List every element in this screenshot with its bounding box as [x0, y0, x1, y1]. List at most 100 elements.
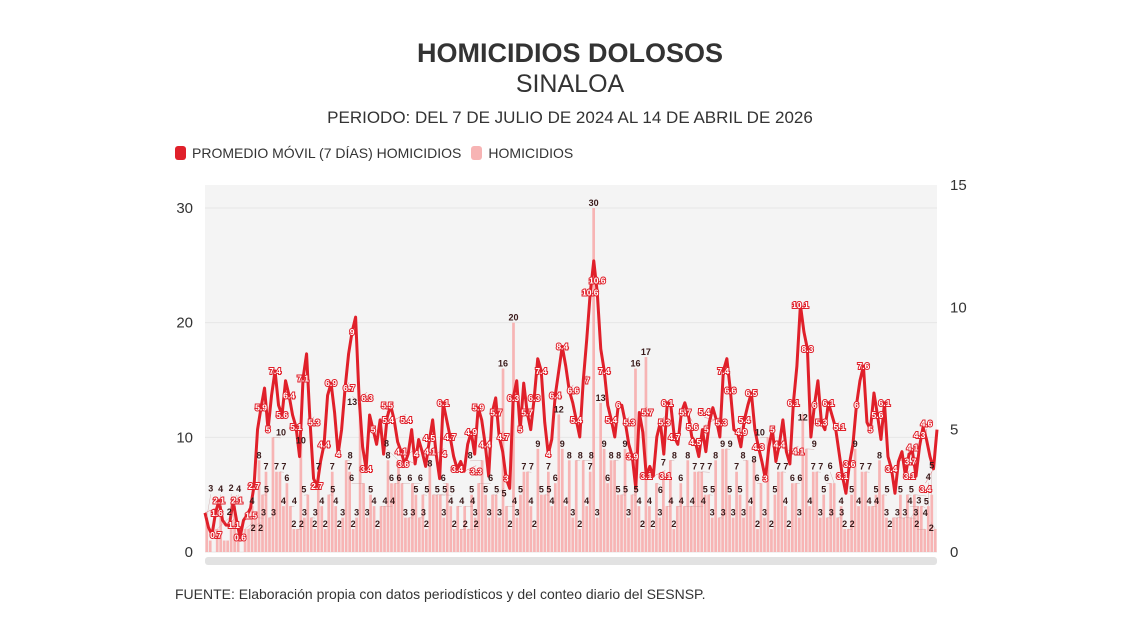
- bar: [205, 517, 209, 552]
- line-label: 3.7: [905, 456, 917, 466]
- line-label: 5.7: [679, 408, 691, 418]
- bar: [724, 448, 728, 552]
- line-group: [203, 259, 939, 539]
- label-leader: [403, 458, 416, 465]
- bar: [407, 517, 411, 552]
- bar-label: 5: [633, 485, 638, 495]
- label-leader: [470, 460, 483, 462]
- bar: [233, 506, 236, 552]
- bar: [533, 529, 536, 552]
- line-label: 6.3: [361, 393, 373, 403]
- label-leader: [583, 460, 592, 462]
- bar: [557, 414, 561, 552]
- line-label: 10.1: [792, 300, 809, 310]
- bar-label: 7: [692, 462, 697, 472]
- line-label: 4.6: [921, 418, 933, 428]
- bar: [791, 483, 794, 552]
- bar: [759, 483, 763, 552]
- bar: [669, 460, 672, 552]
- label-leader: [468, 528, 477, 530]
- bar-label: 7: [347, 462, 352, 472]
- bar: [438, 494, 442, 552]
- label-leader: [225, 519, 235, 526]
- bar: [376, 529, 379, 552]
- bar-label: 9: [602, 439, 607, 449]
- bar: [477, 483, 480, 552]
- label-leader: [248, 522, 261, 530]
- bar-label: 4: [856, 496, 861, 506]
- bar: [693, 471, 697, 552]
- line-label: 5: [704, 425, 709, 435]
- line-label: 5.3: [623, 417, 635, 427]
- line-label: 4.9: [735, 427, 747, 437]
- bar-label: 3: [741, 508, 746, 518]
- bar: [637, 506, 641, 552]
- line-label: 5.7: [641, 408, 653, 418]
- bar: [916, 506, 920, 552]
- line-label: 3.1: [640, 471, 652, 481]
- bar-label: 6: [824, 473, 829, 483]
- label-leader: [422, 494, 427, 496]
- line-label: 5.9: [255, 403, 267, 413]
- bar: [219, 506, 223, 552]
- bar: [372, 506, 376, 552]
- bar: [825, 517, 829, 552]
- bar-label: 7: [330, 462, 335, 472]
- bar-label: 8: [578, 450, 583, 460]
- line-label: 0.6: [234, 532, 246, 542]
- bar-label: 8: [468, 450, 473, 460]
- bar: [780, 471, 784, 552]
- bar: [463, 506, 467, 552]
- bar: [222, 540, 226, 552]
- label-leader: [384, 505, 393, 507]
- line-label: 3.9: [626, 452, 638, 462]
- bar: [648, 506, 651, 552]
- bar: [393, 483, 397, 552]
- bar: [665, 506, 669, 552]
- bar-label: 2: [291, 519, 296, 529]
- bar: [658, 517, 662, 552]
- line-label: 5.4: [570, 415, 582, 425]
- label-leader: [527, 471, 532, 473]
- bar: [505, 506, 508, 552]
- bar-label: 9: [560, 439, 565, 449]
- chart-period: PERIODO: DEL 7 DE JULIO DE 2024 AL 14 DE…: [327, 108, 813, 127]
- bar: [794, 483, 798, 552]
- bar: [404, 517, 407, 552]
- line-label: 4.7: [497, 432, 509, 442]
- bar-label: 9: [720, 439, 725, 449]
- bar-label: 4: [250, 496, 255, 506]
- bar-label: 3: [710, 508, 715, 518]
- bar-label: 4: [448, 496, 453, 506]
- source-note: FUENTE: Elaboración propia con datos per…: [175, 586, 706, 602]
- bar-label: 7: [811, 462, 816, 472]
- bar-label: 7: [316, 462, 321, 472]
- bar-label: 8: [589, 450, 594, 460]
- label-leader: [412, 482, 421, 485]
- bar-label: 8: [616, 450, 621, 460]
- bar-label: 4: [333, 496, 338, 506]
- bar: [282, 506, 285, 552]
- bar-label: 4: [470, 496, 475, 506]
- bar-label: 9: [728, 439, 733, 449]
- bar: [323, 529, 327, 552]
- bar-label: 3: [313, 508, 318, 518]
- line-label: 9: [350, 327, 355, 337]
- line-label: 5.9: [472, 403, 484, 413]
- label-leader: [698, 471, 703, 473]
- bar: [445, 483, 449, 552]
- bar: [818, 517, 822, 552]
- bar-label: 3: [829, 508, 834, 518]
- label-leader: [583, 374, 588, 381]
- line-label: 7.4: [717, 366, 729, 376]
- label-leader: [478, 482, 491, 485]
- bar-label: 3: [514, 508, 519, 518]
- label-leader: [401, 482, 410, 485]
- bar: [797, 517, 801, 552]
- line-label: 5.4: [605, 415, 617, 425]
- bar-label: 4: [807, 496, 812, 506]
- bar-label: 20: [508, 313, 518, 323]
- bar-label: 3: [271, 508, 276, 518]
- label-leader: [701, 471, 710, 473]
- bar: [662, 471, 665, 552]
